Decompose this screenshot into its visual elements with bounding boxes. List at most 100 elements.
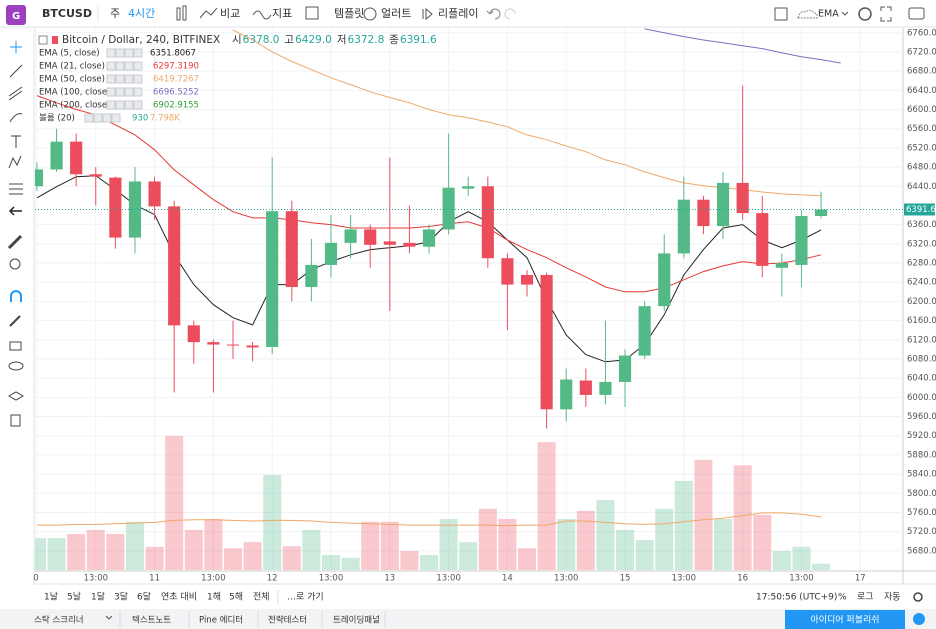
volume-bar <box>674 480 693 570</box>
layers-tool[interactable] <box>7 391 25 401</box>
legend-action-icon[interactable] <box>124 61 134 71</box>
interval[interactable]: 4시간 <box>128 7 155 20</box>
toolbar-button[interactable]: 얼러트 <box>381 6 411 20</box>
bottom-tab[interactable]: 트레이딩패널 <box>333 615 380 626</box>
text-tool[interactable] <box>11 135 21 148</box>
redo-icon[interactable] <box>504 8 516 20</box>
price-tick-label: 6600.0 <box>907 105 936 115</box>
range-button[interactable]: 1달 <box>91 591 105 603</box>
scale-option[interactable]: 자동 <box>884 592 901 603</box>
measure-tool[interactable] <box>7 234 23 250</box>
range-button[interactable]: 5해 <box>229 592 243 603</box>
zoom-tool[interactable] <box>9 258 21 270</box>
brush-tool[interactable] <box>9 113 23 123</box>
chart-style-icon[interactable] <box>176 7 181 21</box>
legend-action-icon[interactable] <box>124 48 134 58</box>
tab-dropdown[interactable] <box>105 615 113 620</box>
visibility-tool[interactable] <box>8 361 24 371</box>
candle-body <box>442 187 455 230</box>
volume-bar <box>400 550 419 570</box>
collapse-button[interactable] <box>38 35 48 45</box>
legend-action-icon[interactable] <box>133 100 143 110</box>
legend-action-icon[interactable] <box>115 48 125 58</box>
legend-action-icon[interactable] <box>133 74 143 84</box>
legend-action-icon[interactable] <box>115 74 125 84</box>
bottom-tab[interactable]: 텍스트노트 <box>132 615 171 626</box>
legend-action-icon[interactable] <box>106 100 116 110</box>
range-button[interactable]: 연초 대비 <box>161 592 197 603</box>
toolbar-button[interactable]: 리플레이 <box>438 7 478 20</box>
period[interactable]: 주 <box>110 7 120 20</box>
legend-action-icon[interactable] <box>115 87 125 97</box>
time-tick-label: 13:00 <box>554 574 579 584</box>
bottom-tab[interactable]: 스탁 스크리너 <box>34 615 84 626</box>
scale-option[interactable]: 로그 <box>857 593 874 603</box>
symbol[interactable]: BTCUSD <box>42 7 92 20</box>
legend-action-icon[interactable] <box>133 61 143 71</box>
range-button[interactable]: 전체 <box>253 592 270 603</box>
legend-action-icon[interactable] <box>106 61 116 71</box>
indicator-value: 6902.9155 <box>153 101 199 111</box>
legend-action-icon[interactable] <box>133 87 143 97</box>
range-button[interactable]: 3달 <box>114 591 128 603</box>
scale-option[interactable]: % <box>838 593 847 603</box>
toolbar-button[interactable]: 비교 <box>220 7 240 20</box>
trend-line-tool[interactable] <box>9 64 23 78</box>
legend-action-icon[interactable] <box>111 113 121 123</box>
legend-action-icon[interactable] <box>124 74 134 84</box>
legend-action-icon[interactable] <box>124 100 134 110</box>
snapshot-icon[interactable] <box>908 7 925 20</box>
range-button[interactable]: 5날 <box>67 592 81 603</box>
goto-button[interactable]: …로 가기 <box>287 592 324 603</box>
axis-settings[interactable] <box>913 592 923 602</box>
legend-action-icon[interactable] <box>93 113 103 123</box>
cursor-tool[interactable] <box>10 41 22 53</box>
settings-icon[interactable] <box>858 7 872 21</box>
legend-action-icon[interactable] <box>115 100 125 110</box>
pitchfork-tool[interactable] <box>8 86 23 101</box>
legend-action-icon[interactable] <box>84 113 94 123</box>
pattern-tool[interactable] <box>8 155 22 169</box>
time-tick-label: 0 <box>33 574 38 584</box>
prediction-tool[interactable] <box>9 183 23 195</box>
range-button[interactable]: 1해 <box>207 592 221 603</box>
candle-body <box>481 186 494 259</box>
volume-bar <box>576 510 595 570</box>
back-tool[interactable] <box>8 206 22 216</box>
volume-bar <box>694 459 713 570</box>
trash-tool[interactable] <box>10 414 21 427</box>
layout-icon[interactable] <box>774 7 788 21</box>
ohlc-value: 6391.6 <box>400 34 437 46</box>
undo-icon[interactable] <box>486 8 501 20</box>
template-name[interactable]: EMA <box>818 9 839 20</box>
candle-body <box>560 379 573 410</box>
toolbar-button[interactable]: 지표 <box>272 7 292 20</box>
chat-button[interactable] <box>913 613 925 625</box>
legend-action-icon[interactable] <box>102 113 112 123</box>
legend-action-icon[interactable] <box>106 74 116 84</box>
magnet-tool[interactable] <box>10 290 22 302</box>
price-tick-label: 5960.0 <box>907 412 936 422</box>
legend-action-icon[interactable] <box>133 48 143 58</box>
legend-action-icon[interactable] <box>106 87 116 97</box>
lock-tool[interactable] <box>9 341 22 351</box>
indicator-name: EMA (21, close) <box>39 62 105 72</box>
legend-action-icon[interactable] <box>106 48 116 58</box>
stay-drawing-tool[interactable] <box>9 315 21 327</box>
replay-icon <box>422 7 433 21</box>
candle-body <box>462 186 475 189</box>
fullscreen-icon[interactable] <box>880 6 892 22</box>
toolbar-button[interactable]: 템플릿 <box>334 7 364 20</box>
publish-button[interactable] <box>785 610 905 629</box>
legend-action-icon[interactable] <box>115 61 125 71</box>
range-button[interactable]: 1날 <box>44 592 58 603</box>
avatar[interactable] <box>6 5 26 25</box>
bottom-tab[interactable]: Pine 에디터 <box>199 616 243 626</box>
legend-action-icon[interactable] <box>124 87 134 97</box>
price-tick-label: 6200.0 <box>907 297 936 307</box>
candle-body <box>736 182 749 214</box>
price-tick-label: 6040.0 <box>907 374 936 384</box>
range-button[interactable]: 6달 <box>137 591 151 603</box>
bottom-tab[interactable]: 전략테스터 <box>268 615 307 626</box>
